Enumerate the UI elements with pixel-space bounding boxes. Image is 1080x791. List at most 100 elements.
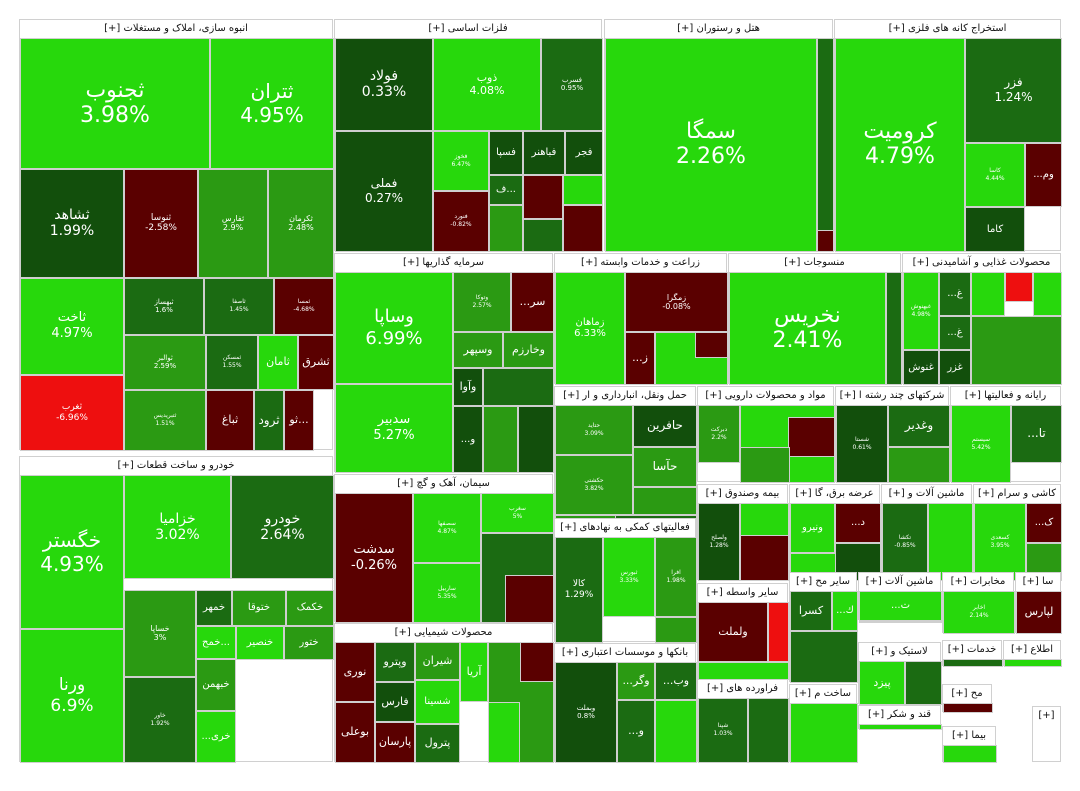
sector-header[interactable]: شرکتهای چند رشته ا [+] xyxy=(839,390,945,401)
sector-header[interactable]: خودرو و ساخت قطعات [+] xyxy=(117,460,235,471)
stock-tile[interactable]: ثبهساز 1.6% xyxy=(124,278,204,335)
stock-tile[interactable]: کرومیت 4.79% xyxy=(835,38,965,252)
stock-tile[interactable]: خزامیا 3.02% xyxy=(124,475,231,579)
stock-tile[interactable]: سصفها 4.87% xyxy=(413,493,481,563)
stock-tile[interactable]: خاور 1.92% xyxy=(124,677,196,763)
stock-tile[interactable]: وبملت 0.8% xyxy=(555,662,617,763)
sector-header[interactable]: سا [+] xyxy=(1022,576,1054,587)
stock-tile[interactable]: خودرو 2.64% xyxy=(231,475,334,579)
stock-tile[interactable]: ...وم xyxy=(1025,143,1062,207)
stock-tile[interactable]: ختور xyxy=(284,626,334,660)
stock-tile[interactable]: ثباغ xyxy=(206,390,254,451)
stock-tile[interactable]: کسعدی 3.95% xyxy=(974,503,1026,581)
stock-tile[interactable]: خساپا 3% xyxy=(124,590,196,677)
stock-tile[interactable]: ونیرو xyxy=(790,503,835,553)
stock-tile[interactable]: فولاد 0.33% xyxy=(335,38,433,131)
stock-tile[interactable]: ...خری xyxy=(196,711,236,763)
stock-tile[interactable]: غزر xyxy=(939,350,971,385)
stock-tile[interactable]: خبهمن xyxy=(196,659,236,711)
stock-tile[interactable]: وسپهر xyxy=(453,332,503,368)
stock-tile[interactable]: نوری xyxy=(335,642,375,702)
stock-tile[interactable]: غنوش xyxy=(903,350,939,385)
stock-tile[interactable]: ثفارس 2.9% xyxy=(198,169,268,278)
sector-header[interactable]: هتل و رستوران [+] xyxy=(677,23,760,34)
stock-tile[interactable]: اخابر 2.14% xyxy=(943,591,1015,634)
stock-tile[interactable]: سدشت -0.26% xyxy=(335,493,413,623)
sector-header[interactable]: مح [+] xyxy=(951,688,983,699)
stock-tile[interactable]: ...تا xyxy=(1011,405,1062,463)
stock-tile[interactable]: ذوب 4.08% xyxy=(433,38,541,131)
sector-header[interactable]: ماشین آلات و [+] xyxy=(888,488,965,499)
stock-tile[interactable]: ورنا 6.9% xyxy=(20,629,124,763)
stock-tile[interactable]: ثمسا -4.68% xyxy=(274,278,334,335)
stock-tile[interactable]: ...و xyxy=(453,406,483,473)
stock-tile[interactable]: ...ك xyxy=(832,591,858,631)
stock-tile[interactable]: حآسا xyxy=(633,447,697,487)
stock-tile[interactable]: ثکرمان 2.48% xyxy=(268,169,334,278)
stock-tile[interactable]: ...وب xyxy=(655,662,697,700)
sector-header[interactable]: سیمان، آهک و گچ [+] xyxy=(397,478,490,489)
stock-tile[interactable]: کالا 1.29% xyxy=(555,537,603,643)
sector-header[interactable]: سایر واسطه [+] xyxy=(706,587,779,598)
sector-header[interactable]: حمل ونقل، انبارداری و ار [+] xyxy=(563,390,687,401)
stock-tile[interactable]: ...د xyxy=(835,503,881,543)
stock-tile[interactable]: ثغرب -6.96% xyxy=(20,375,124,451)
stock-tile[interactable]: خگستر 4.93% xyxy=(20,475,124,629)
stock-tile[interactable]: شستا 0.61% xyxy=(836,405,888,483)
stock-tile[interactable]: ثاصفا 1.45% xyxy=(204,278,274,335)
stock-tile[interactable]: خکمک xyxy=(286,590,334,626)
stock-tile[interactable]: ثو... xyxy=(284,390,314,451)
stock-tile[interactable]: سدبیر 5.27% xyxy=(335,384,453,473)
stock-tile[interactable]: حکشتی 3.82% xyxy=(555,455,633,515)
sector-header[interactable]: بانکها و موسسات اعتباری [+] xyxy=(561,647,689,658)
sector-header[interactable]: لاستیک و [+] xyxy=(871,646,928,657)
stock-tile[interactable]: کسرا xyxy=(790,591,832,631)
stock-tile[interactable]: ف... xyxy=(489,175,523,205)
stock-tile[interactable]: کاما xyxy=(965,207,1025,252)
sector-header[interactable]: خدمات [+] xyxy=(947,644,997,655)
stock-tile[interactable]: ثاخت 4.97% xyxy=(20,278,124,375)
sector-header[interactable]: زراعت و خدمات وابسته [+] xyxy=(581,257,700,268)
stock-tile[interactable]: سغرب 5% xyxy=(481,493,554,533)
stock-tile[interactable]: فجر xyxy=(565,131,603,175)
sector-header[interactable]: فعالیتهای کمکی به نهادهای [+] xyxy=(560,522,690,533)
sector-header[interactable]: بیما [+] xyxy=(952,730,986,741)
stock-tile[interactable]: فنورد -0.82% xyxy=(433,191,489,252)
stock-tile[interactable]: وخارزم xyxy=(503,332,554,368)
stock-tile[interactable]: وپترو xyxy=(375,642,415,682)
stock-tile[interactable]: فسرب 0.95% xyxy=(541,38,603,131)
sector-header[interactable]: مواد و محصولات دارویی [+] xyxy=(705,390,826,401)
sector-header[interactable]: سایر مح [+] xyxy=(795,576,851,587)
stock-tile[interactable]: ثرود xyxy=(254,390,284,451)
stock-tile[interactable]: فباهنر xyxy=(523,131,565,175)
stock-tile[interactable]: خمهر xyxy=(196,590,232,626)
stock-tile[interactable]: فخوز 6.47% xyxy=(433,131,489,191)
stock-tile[interactable]: وآوا xyxy=(453,368,483,406)
stock-tile[interactable]: ...و xyxy=(617,700,655,763)
stock-tile[interactable]: فزر 1.24% xyxy=(965,38,1062,143)
sector-header[interactable]: قند و شکر [+] xyxy=(867,709,931,720)
sector-header[interactable]: ماشین آلات [+] xyxy=(865,576,934,587)
stock-tile[interactable]: وغدیر xyxy=(888,405,950,447)
stock-tile[interactable]: پترول xyxy=(415,724,460,763)
stock-tile[interactable]: خنصیر xyxy=(236,626,284,660)
stock-tile[interactable]: کاسا 4.44% xyxy=(965,143,1025,207)
sector-header[interactable]: [+] xyxy=(1038,710,1055,721)
stock-tile[interactable]: حافرین xyxy=(633,405,697,447)
stock-tile[interactable]: تکشا -0.85% xyxy=(882,503,928,581)
stock-tile[interactable]: ثوالبر 2.59% xyxy=(124,335,206,390)
stock-tile[interactable]: ولملت xyxy=(698,602,768,662)
stock-tile[interactable]: شپنا 1.03% xyxy=(698,698,748,763)
sector-header[interactable]: محصولات شیمیایی [+] xyxy=(394,627,493,638)
stock-tile[interactable]: فارس xyxy=(375,682,415,722)
stock-tile[interactable]: ثشاهد 1.99% xyxy=(20,169,124,278)
stock-tile[interactable]: ثبورس 3.33% xyxy=(603,537,655,617)
sector-header[interactable]: عرضه برق، گا [+] xyxy=(795,488,874,499)
stock-tile[interactable]: ثامان xyxy=(258,335,298,390)
stock-tile[interactable]: لپارس xyxy=(1016,591,1062,634)
stock-tile[interactable]: ختوقا xyxy=(232,590,286,626)
stock-tile[interactable]: ...سر xyxy=(511,272,554,332)
stock-tile[interactable]: حتاید 3.09% xyxy=(555,405,633,455)
stock-tile[interactable]: ثجنوب 3.98% xyxy=(20,38,210,169)
stock-tile[interactable]: ...ک xyxy=(1026,503,1062,543)
